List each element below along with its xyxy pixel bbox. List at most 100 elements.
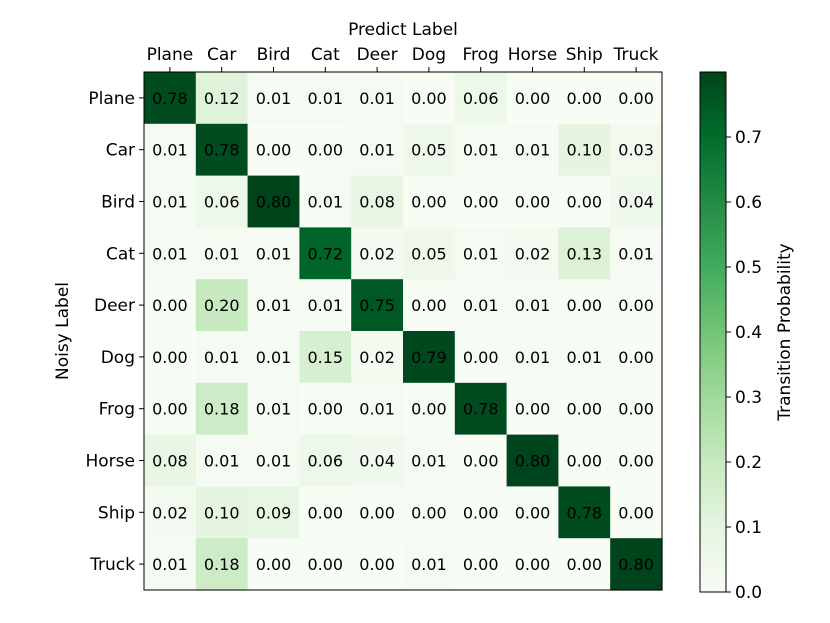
cell-value-label: 0.02 xyxy=(515,244,551,263)
heatmap-cell-deer-car xyxy=(195,279,249,332)
heatmap-cell-ship-frog xyxy=(454,486,508,539)
colorbar-tick-label: 0.7 xyxy=(735,128,762,148)
cell-value-label: 0.00 xyxy=(152,348,188,367)
heatmap-cell-cat-plane xyxy=(144,227,197,280)
heatmap-cell-plane-frog xyxy=(454,72,508,125)
heatmap-cell-dog-plane xyxy=(144,331,197,384)
x-tick-label-plane: Plane xyxy=(147,45,194,65)
heatmap-cell-dog-frog xyxy=(454,331,508,384)
y-axis-ticks: Plane Car Bird Cat Deer Dog Frog Horse Ship Truck xyxy=(86,89,144,575)
heatmap-cell-dog-truck xyxy=(610,331,663,384)
colorbar-tick-label: 0.4 xyxy=(735,323,762,343)
cell-value-label: 0.02 xyxy=(152,503,188,522)
heatmap-cell-ship-ship xyxy=(558,486,611,539)
heatmap-cell-truck-dog xyxy=(403,538,456,591)
cell-value-label: 0.75 xyxy=(359,296,395,315)
cell-value-label: 0.06 xyxy=(204,193,240,212)
heatmap-cell-car-car xyxy=(195,123,249,177)
x-axis-ticks: Plane Car Bird Cat Deer Dog Frog Horse Ship Truck xyxy=(147,45,659,72)
heatmap-cell-ship-horse xyxy=(506,486,559,539)
cell-value-label: 0.01 xyxy=(618,244,654,263)
heatmap-cell-bird-cat xyxy=(299,175,352,228)
heatmap-cell-truck-cat xyxy=(299,538,352,591)
cell-value-label: 0.01 xyxy=(152,555,188,574)
heatmap-cell-cat-frog xyxy=(454,227,508,280)
cell-value-label: 0.80 xyxy=(256,193,292,212)
heatmap-cell-dog-cat xyxy=(299,331,352,384)
x-tick-label-cat: Cat xyxy=(311,45,340,65)
cell-value-label: 0.00 xyxy=(618,296,654,315)
y-tick-label-deer: Deer xyxy=(94,296,135,316)
cell-value-label: 0.08 xyxy=(152,452,188,471)
cell-value-label: 0.00 xyxy=(566,555,602,574)
cell-value-label: 0.00 xyxy=(618,503,654,522)
heatmap-cell-car-horse xyxy=(506,123,559,177)
heatmap-cell-dog-car xyxy=(195,331,249,384)
cell-value-label: 0.01 xyxy=(256,452,292,471)
heatmap-cell-deer-horse xyxy=(506,279,559,332)
heatmap-cell-car-truck xyxy=(610,123,663,177)
heatmap-cell-ship-truck xyxy=(610,486,663,539)
heatmap-cell-plane-plane xyxy=(144,72,197,125)
colorbar-title: Transition Probability xyxy=(775,243,795,421)
cell-value-label: 0.00 xyxy=(307,141,343,160)
heatmap-cell-car-bird xyxy=(247,123,300,177)
cell-value-label: 0.00 xyxy=(618,89,654,108)
heatmap-cell-frog-car xyxy=(195,382,249,436)
heatmap-cell-plane-ship xyxy=(558,72,611,125)
cell-value-label: 0.04 xyxy=(359,452,395,471)
x-tick-label-bird: Bird xyxy=(257,45,291,65)
cell-value-label: 0.00 xyxy=(566,400,602,419)
colorbar-tick-label: 0.6 xyxy=(735,193,762,213)
heatmap-cell-deer-frog xyxy=(454,279,508,332)
heatmap-cell-dog-horse xyxy=(506,331,559,384)
colorbar-tick-label: 0.0 xyxy=(735,583,762,603)
cell-value-label: 0.01 xyxy=(359,400,395,419)
cell-value-label: 0.06 xyxy=(463,89,499,108)
cell-value-label: 0.01 xyxy=(204,244,240,263)
heatmap-cell-cat-cat xyxy=(299,227,352,280)
y-tick-label-bird: Bird xyxy=(101,193,135,213)
heatmap-cell-frog-bird xyxy=(247,382,300,436)
cell-value-label: 0.15 xyxy=(307,348,343,367)
heatmap-cell-deer-dog xyxy=(403,279,456,332)
x-tick-label-deer: Deer xyxy=(357,45,398,65)
heatmap-cell-bird-frog xyxy=(454,175,508,228)
cell-value-label: 0.05 xyxy=(411,244,447,263)
heatmap-cell-cat-deer xyxy=(351,227,404,280)
cell-value-label: 0.00 xyxy=(256,141,292,160)
heatmap-cell-truck-car xyxy=(195,538,249,591)
heatmap-cell-truck-deer xyxy=(351,538,404,591)
cell-value-label: 0.72 xyxy=(307,244,343,263)
cell-value-label: 0.03 xyxy=(618,141,654,160)
cell-value-label: 0.13 xyxy=(566,244,602,263)
cell-value-label: 0.00 xyxy=(411,193,447,212)
heatmap-cell-bird-truck xyxy=(610,175,663,228)
cell-value-label: 0.12 xyxy=(204,89,240,108)
cell-value-label: 0.00 xyxy=(515,89,551,108)
heatmap-cells xyxy=(144,72,663,591)
cell-value-label: 0.01 xyxy=(152,141,188,160)
heatmap-cell-cat-dog xyxy=(403,227,456,280)
heatmap-cell-truck-bird xyxy=(247,538,300,591)
cell-value-label: 0.01 xyxy=(256,400,292,419)
cell-value-label: 0.78 xyxy=(566,503,602,522)
heatmap-cell-horse-dog xyxy=(403,434,456,487)
heatmap-cell-dog-dog xyxy=(403,331,456,384)
cell-value-label: 0.10 xyxy=(204,503,240,522)
cell-value-label: 0.05 xyxy=(411,141,447,160)
cell-value-label: 0.00 xyxy=(411,503,447,522)
cell-value-label: 0.01 xyxy=(463,141,499,160)
heatmap-cell-car-ship xyxy=(558,123,611,177)
x-tick-label-horse: Horse xyxy=(508,45,558,65)
heatmap-cell-deer-plane xyxy=(144,279,197,332)
cell-value-label: 0.00 xyxy=(515,503,551,522)
cell-value-label: 0.10 xyxy=(566,141,602,160)
heatmap-cell-plane-cat xyxy=(299,72,352,125)
heatmap-cell-cat-ship xyxy=(558,227,611,280)
cell-value-label: 0.01 xyxy=(515,141,551,160)
cell-value-label: 0.20 xyxy=(204,296,240,315)
heatmap-cell-car-dog xyxy=(403,123,456,177)
heatmap-cell-truck-horse xyxy=(506,538,559,591)
heatmap-cell-cat-bird xyxy=(247,227,300,280)
